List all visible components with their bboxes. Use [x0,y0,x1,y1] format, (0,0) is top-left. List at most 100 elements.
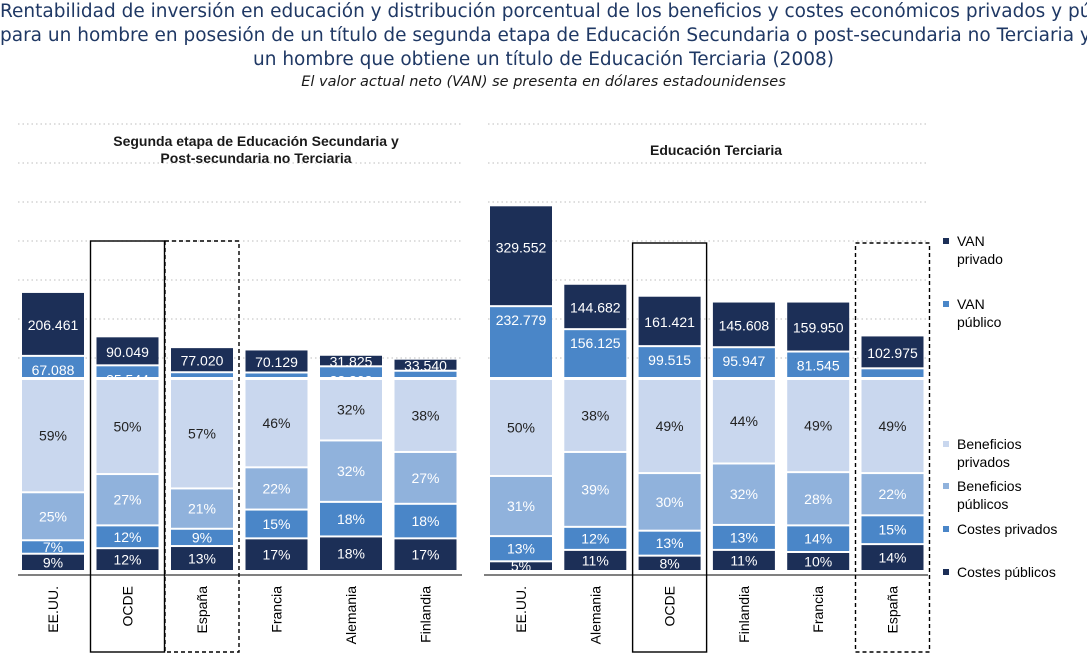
label-van-publico: 67.088 [32,362,75,378]
bar-costes-privados-espana [171,529,233,546]
bar-beneficios-publicos-ocde [638,474,701,530]
category-label-alemania: Alemania [587,586,603,645]
panel-title: Educación Terciaria [650,142,782,158]
legend-label-beneficios-privados: privados [957,454,1010,470]
label-beneficios-publicos: 25% [39,508,67,524]
label-costes-privados: 14% [804,531,832,547]
label-beneficios-privados: 49% [804,418,832,434]
category-label-espana: España [194,586,210,634]
label-costes-privados: 13% [730,529,758,545]
label-beneficios-privados: 44% [730,413,758,429]
chart-title-line-1: Rentabilidad de inversión en educación y… [0,1,1087,22]
legend-swatch-costes-publicos [943,569,949,575]
legend-label-costes-privados: Costes privados [957,521,1057,537]
bar-beneficios-privados-finlandia [394,380,457,451]
label-costes-publicos: 5% [511,558,531,574]
label-beneficios-privados: 59% [39,428,67,444]
label-van-privado: 90.049 [106,344,149,360]
label-beneficios-privados: 49% [656,418,684,434]
bar-costes-privados-alemania [320,502,382,536]
label-costes-publicos: 8% [659,555,679,571]
bar-costes-privados-alemania [564,527,627,549]
bar-van-publico-finlandia [712,348,775,377]
legend-label-beneficios-privados: Beneficios [957,436,1022,452]
bar-beneficios-privados-finlandia [712,380,775,463]
bar-beneficios-privados-ocde [96,380,159,474]
label-costes-privados: 7% [43,539,63,555]
highlight-box-espana [854,242,931,653]
label-van-publico: 99.515 [648,352,691,368]
label-costes-publicos: 13% [188,551,216,567]
bar-van-privado-ocde [96,337,159,365]
bar-van-privado-francia [245,350,308,372]
bar-beneficios-publicos-alemania [564,452,627,526]
bar-costes-publicos-alemania [320,537,382,570]
bar-beneficios-publicos-alemania [320,441,382,501]
label-van-privado: 70.129 [255,354,298,370]
bar-van-privado-ee-uu [490,206,552,306]
label-beneficios-publicos: 30% [656,494,684,510]
category-label-ee-uu: EE.UU. [45,586,61,633]
bar-beneficios-privados-ee-uu [490,380,552,475]
label-costes-privados: 15% [262,516,290,532]
label-costes-publicos: 18% [337,546,365,562]
bar-van-privado-espana [171,348,233,372]
bar-costes-privados-finlandia [712,525,775,549]
bar-beneficios-publicos-finlandia [394,452,457,503]
label-van-privado: 33.540 [404,358,447,374]
bar-van-privado-espana [861,336,924,368]
bar-beneficios-privados-alemania [320,380,382,440]
label-beneficios-privados: 38% [411,407,439,423]
category-label-ee-uu: EE.UU. [513,586,529,633]
label-costes-publicos: 17% [411,547,439,563]
label-beneficios-publicos: 32% [337,463,365,479]
bar-van-publico-alemania [320,367,382,377]
label-costes-publicos: 14% [878,550,906,566]
legend-label-costes-publicos: Costes públicos [957,564,1056,580]
label-costes-privados: 12% [113,529,141,545]
bar-van-publico-francia [787,352,850,377]
panel-2: Educación Terciaria232.779329.5525%13%31… [490,142,931,653]
label-van-privado: 206.461 [28,317,79,333]
bar-beneficios-privados-francia [245,380,308,467]
legend: VAN privado VAN público Beneficios privados Be… [943,233,1057,580]
label-beneficios-publicos: 27% [113,492,141,508]
bar-beneficios-privados-ocde [638,380,701,473]
bar-van-privado-alemania [564,284,627,329]
legend-label-van-publico: público [957,314,1002,330]
label-beneficios-privados: 57% [188,426,216,442]
bar-costes-privados-ocde [96,526,159,548]
label-van-privado: 77.020 [181,353,224,369]
category-label-finlandia: Finlandia [736,586,752,643]
bar-costes-publicos-espana [171,547,233,570]
label-costes-privados: 9% [192,529,212,545]
bar-beneficios-publicos-espana [861,474,924,515]
legend-swatch-beneficios-publicos [943,483,949,489]
legend-label-van-publico: VAN [957,296,985,312]
bar-beneficios-privados-alemania [564,380,627,451]
bar-beneficios-publicos-espana [171,489,233,528]
panel-title: Post-secundaria no Terciaria [160,150,351,166]
label-van-privado: 144.682 [570,299,621,315]
bar-van-privado-finlandia [394,359,457,370]
bar-van-privado-ee-uu [22,292,84,355]
chart-header: Rentabilidad de inversión en educación y… [0,0,1087,92]
category-label-finlandia: Finlandia [418,586,434,643]
label-costes-privados: 12% [581,530,609,546]
label-beneficios-publicos: 27% [411,470,439,486]
bar-beneficios-publicos-francia [787,473,850,525]
label-beneficios-publicos: 22% [878,486,906,502]
bar-van-publico-francia [245,373,308,377]
bar-van-publico-alemania [564,330,627,377]
bar-beneficios-publicos-finlandia [712,464,775,524]
label-beneficios-privados: 50% [113,419,141,435]
label-van-privado: 31.825 [330,354,373,370]
bar-van-publico-ee-uu [22,356,84,377]
category-label-francia: Francia [269,586,285,633]
label-costes-publicos: 10% [804,553,832,569]
category-label-francia: Francia [810,586,826,633]
category-label-alemania: Alemania [343,586,359,645]
label-van-publico: 156.125 [570,335,621,351]
label-van-privado: 145.608 [719,317,770,333]
bar-van-publico-espana [171,373,233,377]
